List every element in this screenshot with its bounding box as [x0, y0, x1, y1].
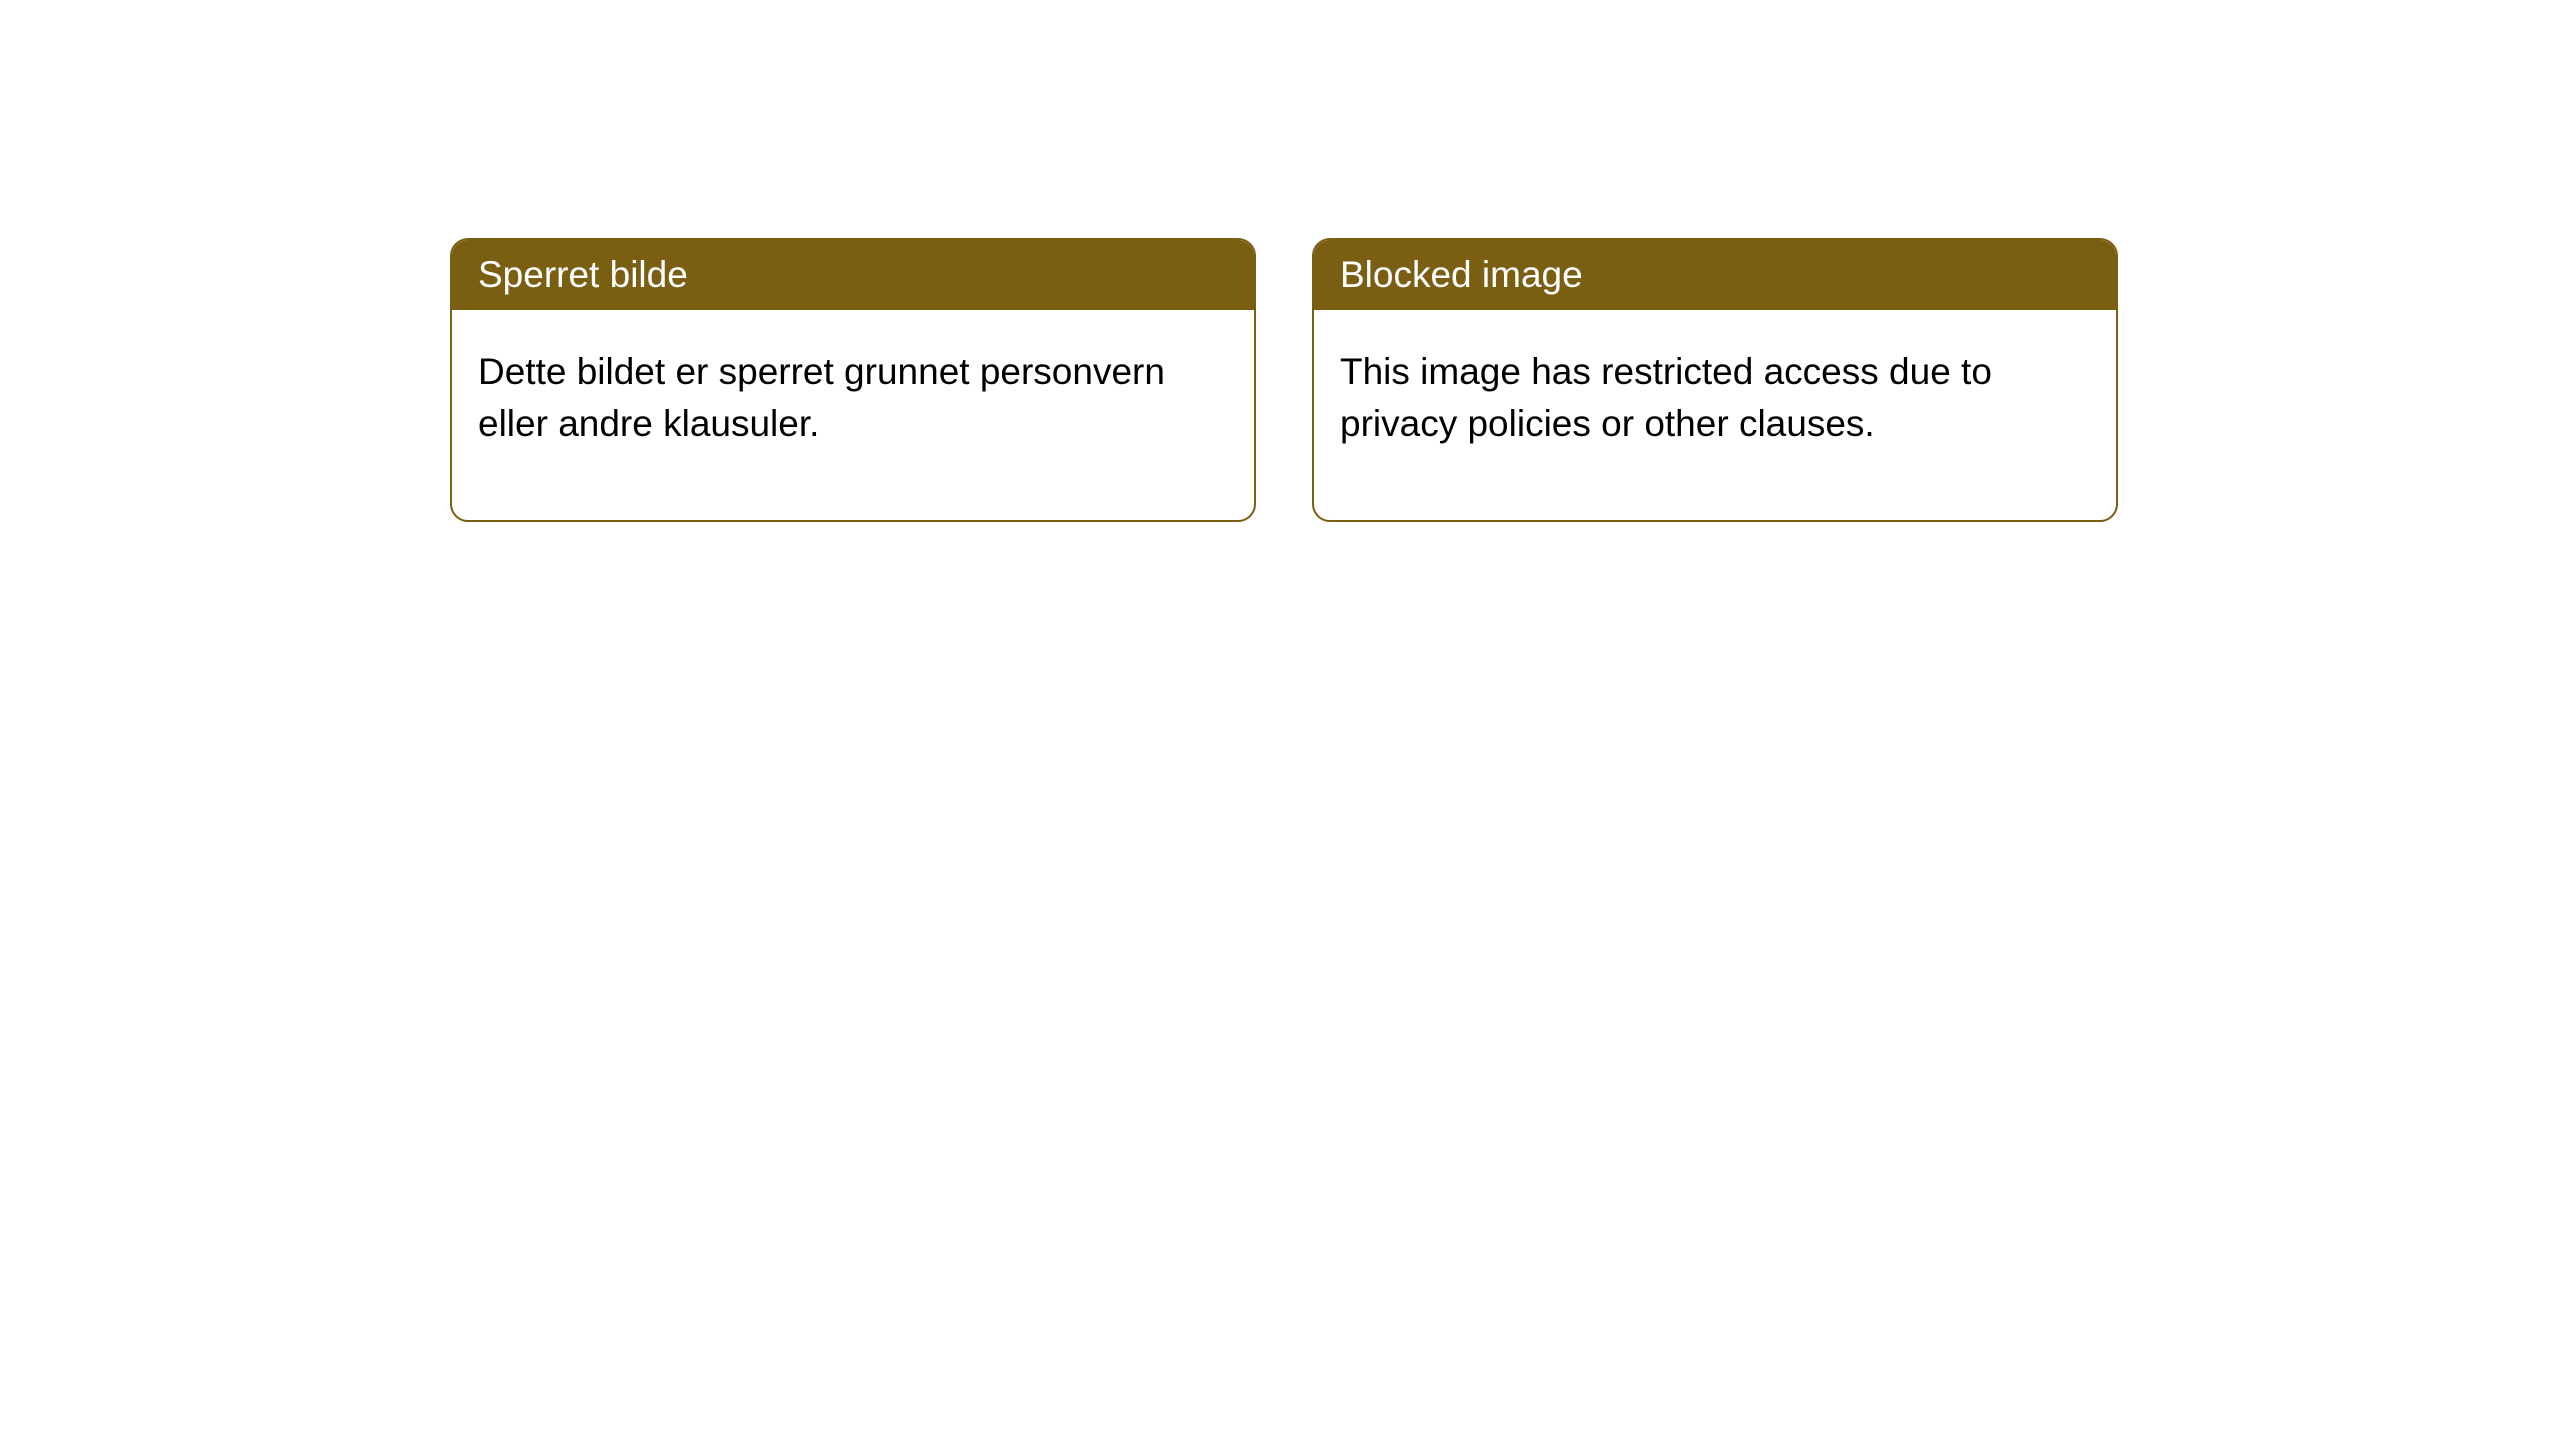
- notice-card-no: Sperret bilde Dette bildet er sperret gr…: [450, 238, 1256, 522]
- notice-header-en: Blocked image: [1314, 240, 2116, 310]
- notice-body-en: This image has restricted access due to …: [1314, 310, 2116, 520]
- notice-body-no: Dette bildet er sperret grunnet personve…: [452, 310, 1254, 520]
- notice-header-no: Sperret bilde: [452, 240, 1254, 310]
- notice-card-en: Blocked image This image has restricted …: [1312, 238, 2118, 522]
- notices-container: Sperret bilde Dette bildet er sperret gr…: [450, 238, 2118, 522]
